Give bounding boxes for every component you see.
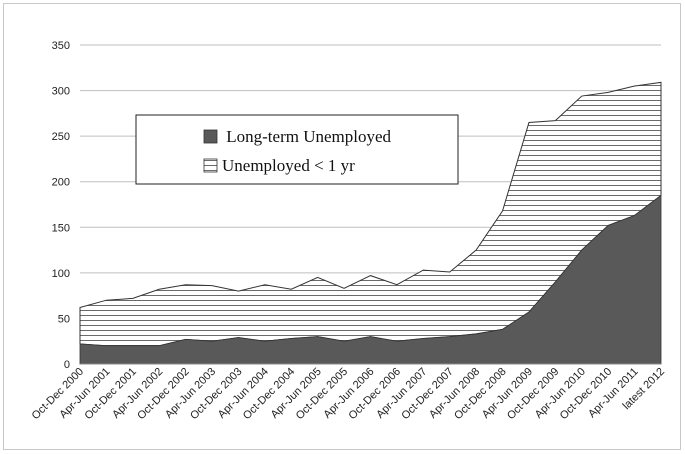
y-tick-label: 350 <box>52 40 70 52</box>
legend-label-under-1yr: Unemployed < 1 yr <box>222 156 355 175</box>
legend-swatch-under-1yr <box>203 158 218 173</box>
y-tick-label: 0 <box>64 359 70 371</box>
y-tick-label: 300 <box>52 86 70 98</box>
y-tick-label: 50 <box>58 313 70 325</box>
y-axis: 0 50 100 150 200 250 300 350 <box>52 40 70 371</box>
y-tick-label: 250 <box>52 131 70 143</box>
series-areas <box>79 81 662 365</box>
y-tick-label: 150 <box>52 222 70 234</box>
legend: Long-term Unemployed Unemployed < 1 yr <box>135 114 459 185</box>
legend-swatch-long-term <box>203 129 218 144</box>
legend-label-long-term: Long-term Unemployed <box>222 127 392 146</box>
y-tick-label: 100 <box>52 268 70 280</box>
y-tick-label: 200 <box>52 177 70 189</box>
area-long-term-unemployed <box>79 194 662 365</box>
